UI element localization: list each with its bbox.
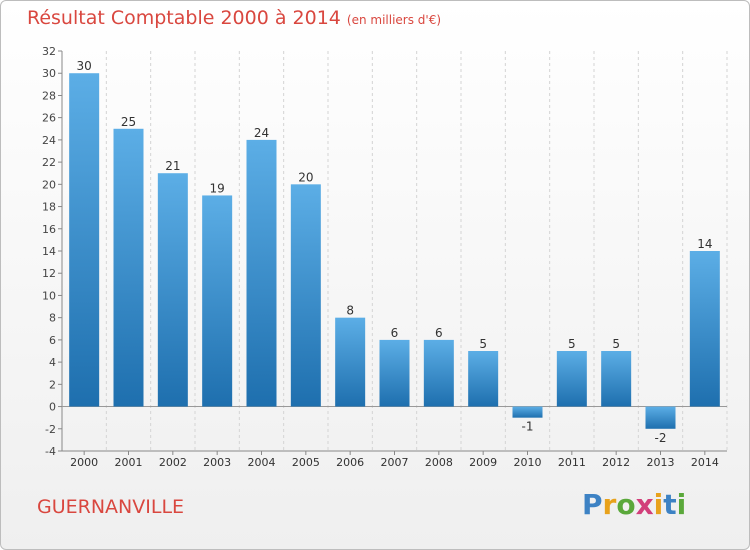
- bar-2006: [335, 317, 366, 407]
- bar-2012: [601, 351, 632, 407]
- value-label: 5: [568, 337, 576, 351]
- y-tick-label: -4: [45, 445, 56, 458]
- town-name: GUERNANVILLE: [37, 496, 185, 518]
- y-tick-label: 20: [42, 178, 56, 191]
- value-label: 24: [254, 126, 269, 140]
- y-tick-label: 8: [49, 312, 56, 325]
- title-text: Résultat Comptable 2000 à 2014: [27, 7, 341, 29]
- y-tick-label: 16: [42, 223, 56, 236]
- value-label: 6: [391, 326, 399, 340]
- x-tick-label: 2002: [159, 456, 187, 469]
- value-label: -2: [655, 431, 667, 445]
- bar-2009: [468, 351, 499, 407]
- logo-letter: o: [616, 488, 636, 521]
- y-tick-label: 28: [42, 89, 56, 102]
- bar-2005: [290, 184, 321, 407]
- logo-letter: t: [663, 488, 677, 521]
- y-tick-label: 4: [49, 356, 56, 369]
- x-tick-label: 2007: [381, 456, 409, 469]
- y-tick-label: 0: [49, 401, 56, 414]
- y-tick-label: 18: [42, 201, 56, 214]
- proxiti-logo[interactable]: Proxiti: [582, 488, 686, 521]
- bar-2004: [246, 139, 277, 407]
- y-tick-label: 26: [42, 112, 56, 125]
- y-tick-label: 2: [49, 378, 56, 391]
- bar-2003: [202, 195, 233, 407]
- bar-2010: [512, 406, 543, 418]
- value-label: 25: [121, 115, 136, 129]
- x-tick-label: 2009: [469, 456, 497, 469]
- x-tick-label: 2000: [70, 456, 98, 469]
- x-tick-label: 2001: [115, 456, 143, 469]
- x-tick-label: 2010: [514, 456, 542, 469]
- labels: 30 2000 25 2001 21 2002 19 2003 24 2004 20 2005 8 200…: [70, 59, 719, 469]
- y-tick-label: 6: [49, 334, 56, 347]
- bar-2007: [379, 339, 410, 407]
- y-tick-label: -2: [45, 423, 56, 436]
- bar-2011: [556, 351, 587, 407]
- bar-2013: [645, 406, 676, 429]
- value-label: -1: [522, 420, 534, 434]
- x-tick-label: 2013: [647, 456, 675, 469]
- value-label: 30: [77, 59, 92, 73]
- logo-letter: r: [602, 488, 617, 521]
- value-label: 8: [346, 304, 354, 318]
- bar-2014: [689, 251, 720, 407]
- y-tick-label: 22: [42, 156, 56, 169]
- value-label: 19: [210, 181, 225, 195]
- bar-2001: [113, 128, 144, 407]
- value-label: 20: [298, 170, 313, 184]
- x-tick-label: 2003: [203, 456, 231, 469]
- value-label: 5: [612, 337, 620, 351]
- logo-letter: i: [653, 488, 664, 521]
- y-tick-label: 12: [42, 267, 56, 280]
- bars: [69, 73, 720, 429]
- grid-lines: [61, 51, 728, 451]
- y-tick-label: 10: [42, 289, 56, 302]
- y-tick-label: 30: [42, 67, 56, 80]
- x-tick-label: 2014: [691, 456, 719, 469]
- x-tick-label: 2005: [292, 456, 320, 469]
- value-label: 5: [479, 337, 487, 351]
- chart-title: Résultat Comptable 2000 à 2014 (en millie…: [27, 7, 441, 29]
- title-unit: (en milliers d'€): [346, 13, 442, 27]
- x-tick-label: 2011: [558, 456, 586, 469]
- logo-letter: i: [676, 488, 687, 521]
- value-label: 14: [697, 237, 712, 251]
- value-label: 6: [435, 326, 443, 340]
- bar-2002: [157, 173, 188, 407]
- x-tick-label: 2012: [602, 456, 630, 469]
- y-tick-label: 14: [42, 245, 56, 258]
- bar-2000: [69, 73, 100, 407]
- y-tick-label: 24: [42, 134, 56, 147]
- x-tick-label: 2006: [336, 456, 364, 469]
- logo-letter: P: [582, 488, 603, 521]
- y-tick-label: 32: [42, 45, 56, 58]
- x-tick-label: 2004: [248, 456, 276, 469]
- value-label: 21: [165, 159, 180, 173]
- x-tick-label: 2008: [425, 456, 453, 469]
- bar-2008: [423, 339, 454, 407]
- logo-letter: x: [635, 488, 654, 521]
